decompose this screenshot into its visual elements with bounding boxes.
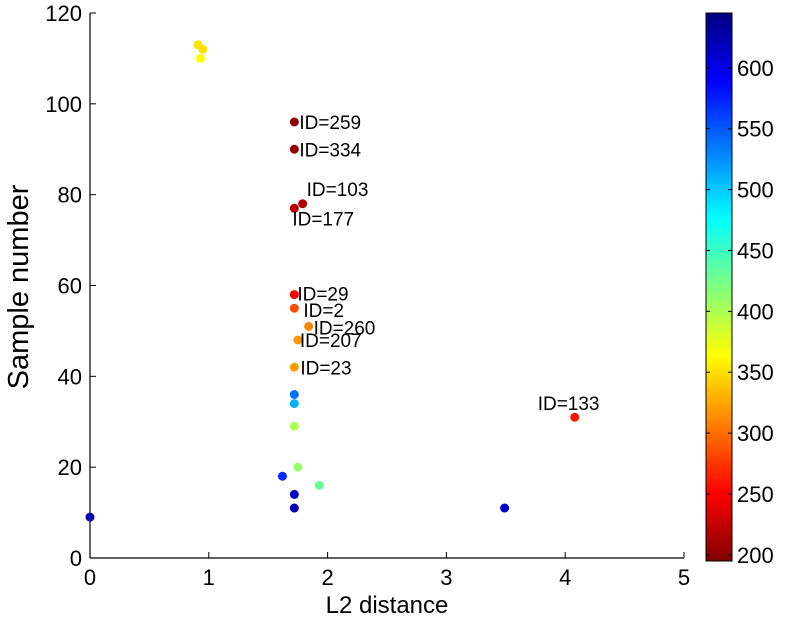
data-point [289, 303, 299, 313]
data-point [289, 399, 299, 409]
data-point-label: ID=334 [299, 140, 361, 161]
y-axis-ticks: 0 20 40 60 80 100 120 [45, 1, 96, 571]
x-tick-label: 3 [440, 565, 452, 590]
y-tick-label: 20 [58, 455, 82, 480]
colorbar-tick-label: 200 [737, 543, 774, 568]
data-point [500, 503, 510, 513]
data-point [289, 489, 299, 499]
y-tick-label: 0 [70, 546, 82, 571]
plot-area [89, 13, 684, 559]
data-points [85, 40, 580, 522]
data-point-label: ID=259 [299, 113, 361, 134]
data-point-label: ID=133 [538, 394, 600, 415]
data-point-label: ID=260 [314, 318, 376, 339]
data-point [293, 335, 303, 345]
colorbar-tick-label: 400 [737, 299, 774, 324]
data-point [289, 203, 299, 213]
x-tick-label: 1 [203, 565, 215, 590]
data-point [289, 290, 299, 300]
data-point-label: ID=29 [297, 285, 348, 306]
colorbar: 200 250 300 350 400 450 500 550 600 [705, 12, 774, 568]
x-tick-label: 5 [678, 565, 690, 590]
colorbar-tick-label: 250 [737, 482, 774, 507]
colorbar-gradient [705, 12, 733, 562]
y-tick-label: 40 [58, 364, 82, 389]
data-point [289, 117, 299, 127]
data-point [304, 321, 314, 331]
colorbar-tick-label: 600 [737, 56, 774, 81]
data-point-label: ID=207 [300, 331, 362, 352]
data-point [289, 144, 299, 154]
colorbar-ticks: 200 250 300 350 400 450 500 550 600 [706, 56, 774, 568]
x-tick-label: 4 [559, 565, 571, 590]
data-point [289, 503, 299, 513]
x-tick-label: 0 [84, 565, 96, 590]
colorbar-tick-label: 350 [737, 360, 774, 385]
data-point [314, 480, 324, 490]
colorbar-tick-label: 550 [737, 117, 774, 142]
data-point [298, 199, 308, 209]
y-tick-label: 60 [58, 274, 82, 299]
data-point [570, 412, 580, 422]
colorbar-tick-label: 500 [737, 178, 774, 203]
data-point [198, 44, 208, 54]
data-point-labels: ID=259ID=334ID=103ID=177ID=29ID=2ID=260I… [292, 113, 599, 415]
data-point [293, 462, 303, 472]
y-tick-label: 120 [45, 1, 82, 26]
x-tick-label: 2 [321, 565, 333, 590]
y-axis-title: Sample number [3, 184, 35, 389]
y-tick-label: 100 [45, 92, 82, 117]
x-axis-ticks: 0 1 2 3 4 5 [84, 552, 690, 590]
data-point-label: ID=2 [303, 301, 344, 322]
colorbar-tick-label: 300 [737, 421, 774, 446]
data-point [289, 362, 299, 372]
y-tick-label: 80 [58, 183, 82, 208]
data-point-label: ID=103 [307, 180, 369, 201]
data-point-label: ID=177 [292, 209, 354, 230]
data-point [289, 390, 299, 399]
data-point [195, 53, 205, 63]
data-point-label: ID=23 [300, 358, 351, 379]
data-point [289, 421, 299, 431]
data-point [85, 512, 95, 522]
x-axis-title: L2 distance [326, 592, 449, 619]
data-point [277, 471, 287, 481]
colorbar-tick-label: 450 [737, 238, 774, 263]
